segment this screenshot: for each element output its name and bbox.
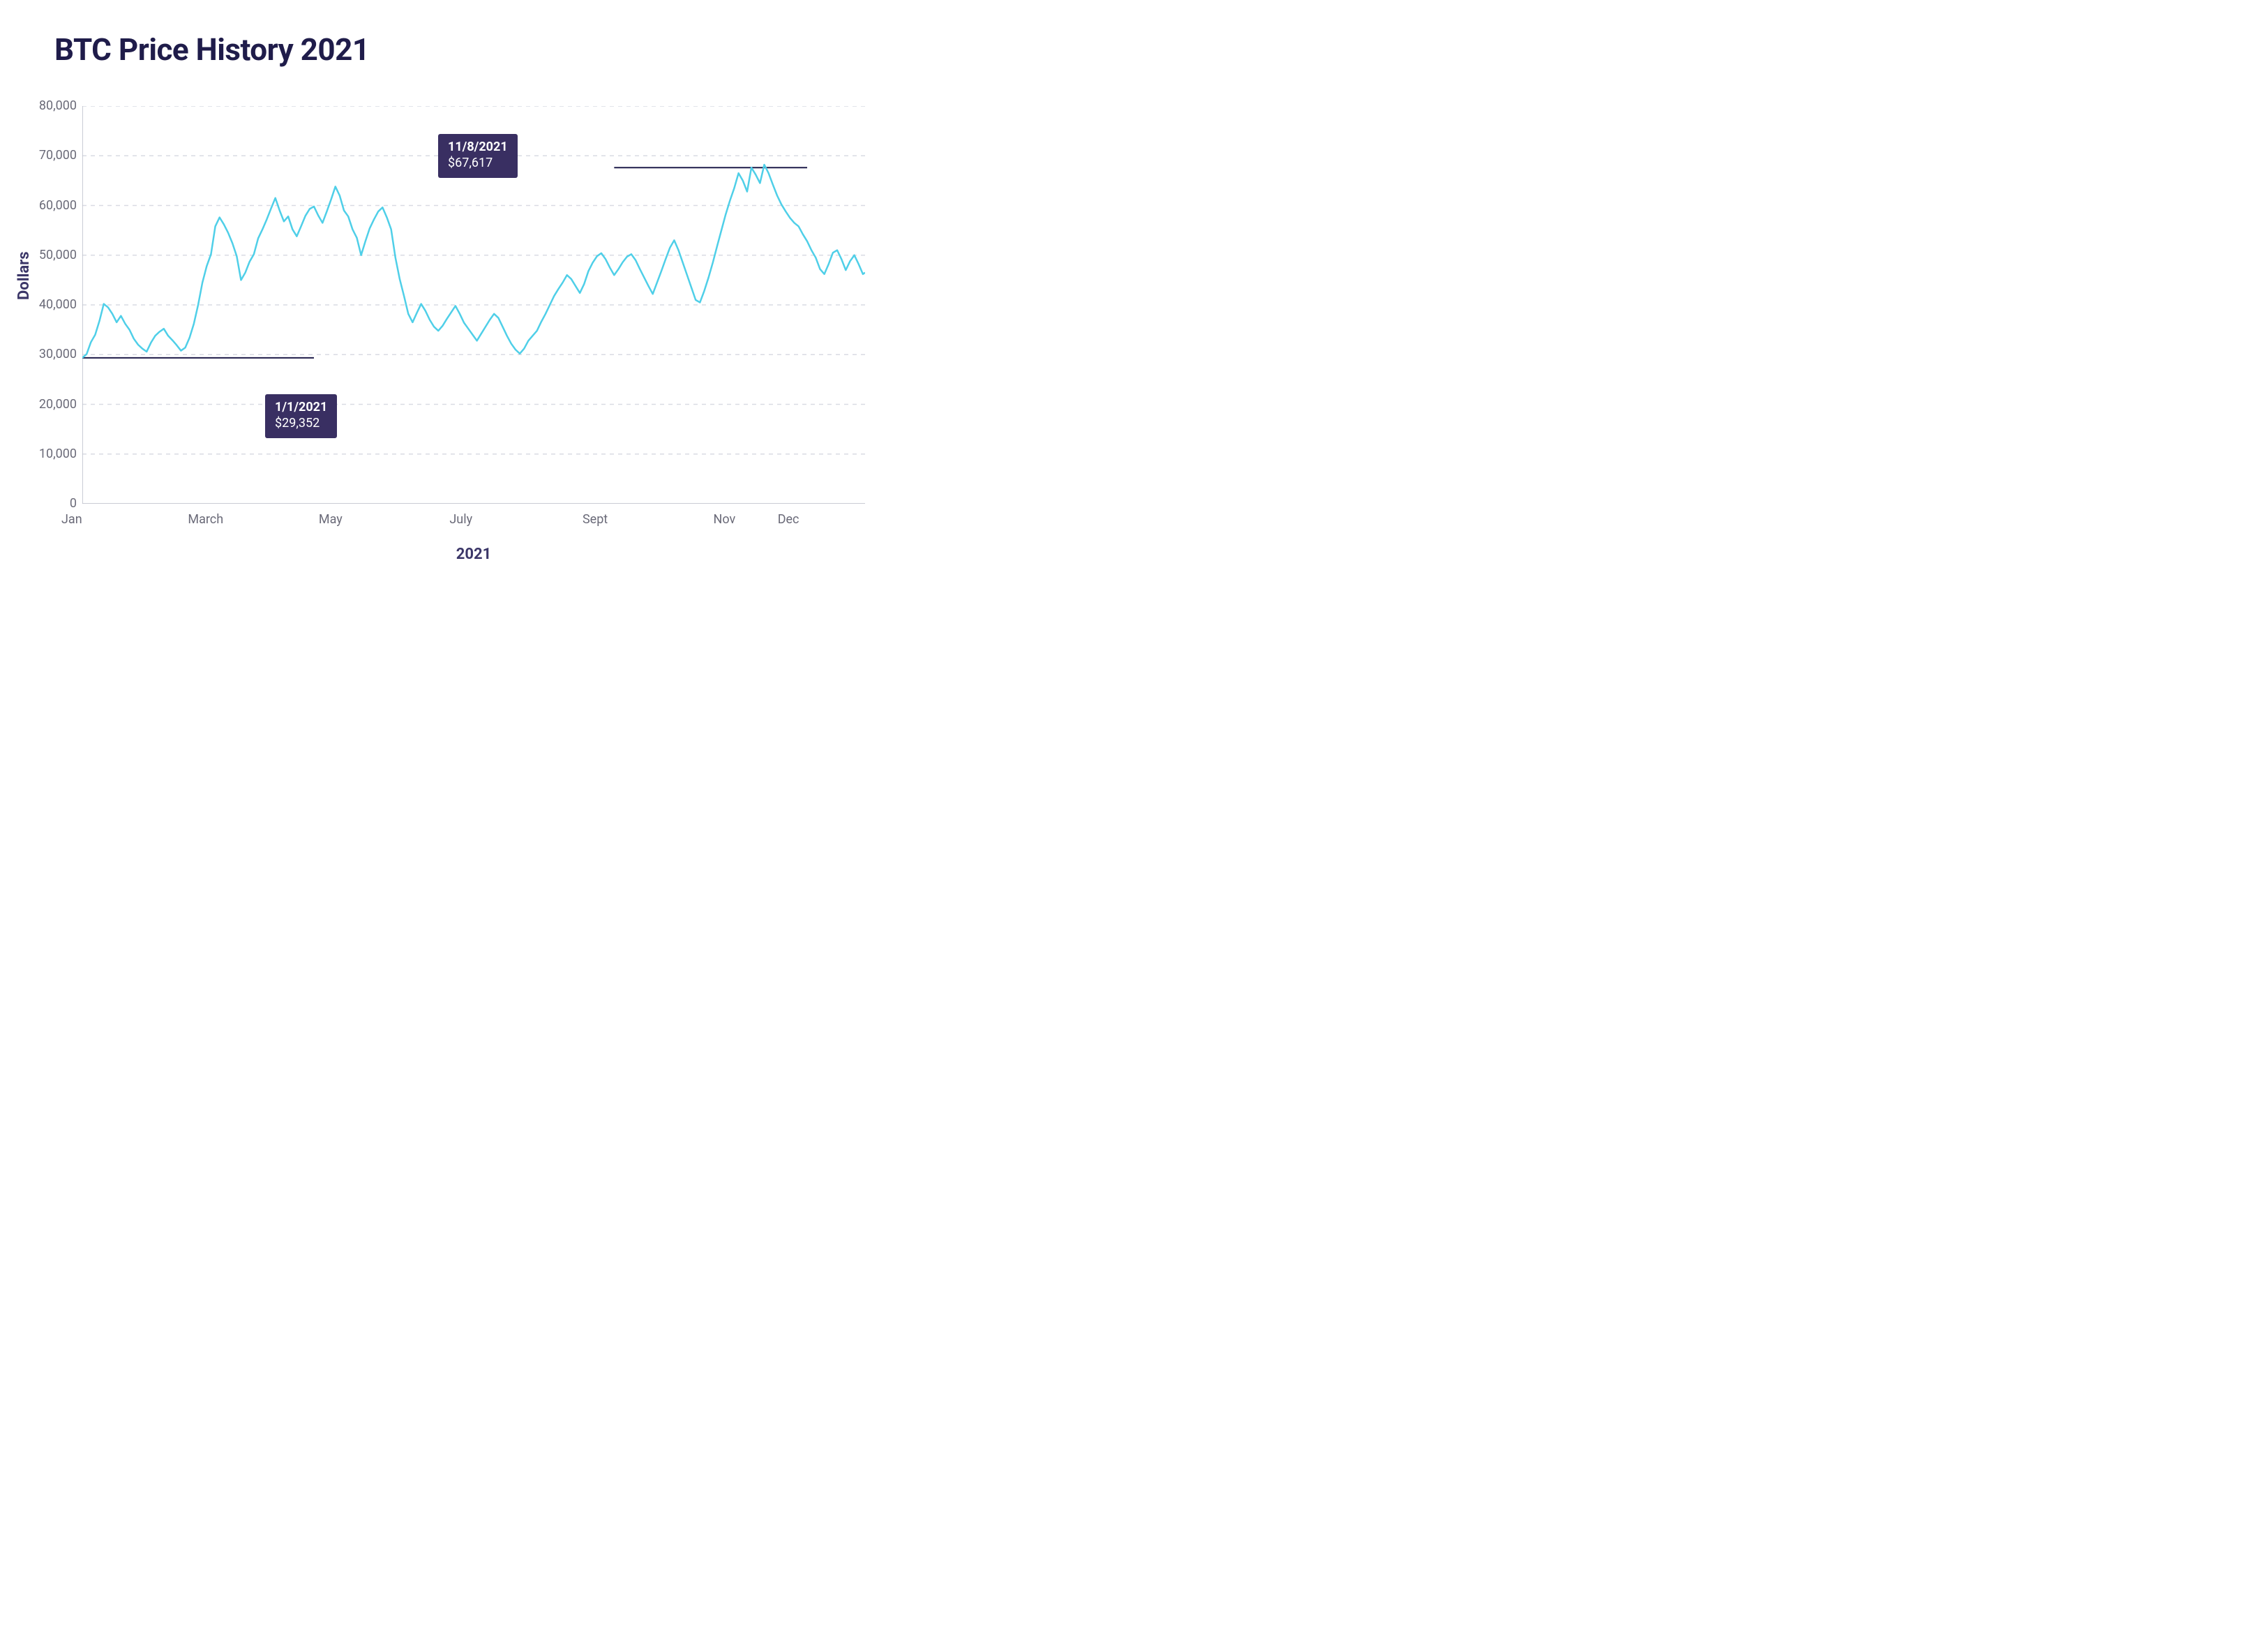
price-callout: 11/8/2021$67,617 [438, 134, 518, 178]
x-tick-label: March [188, 512, 230, 527]
x-tick-label: Nov [713, 512, 755, 527]
callout-date: 11/8/2021 [448, 140, 508, 156]
x-tick-label: Jan [61, 512, 103, 527]
chart-page: BTC Price History 2021 Dollars 2021 010,… [0, 0, 893, 649]
chart-title: BTC Price History 2021 [54, 31, 370, 68]
y-tick-label: 0 [28, 496, 77, 511]
callout-date: 1/1/2021 [275, 400, 327, 416]
y-tick-label: 30,000 [28, 347, 77, 361]
y-tick-label: 50,000 [28, 248, 77, 262]
y-tick-label: 80,000 [28, 98, 77, 113]
x-tick-label: Dec [778, 512, 820, 527]
x-axis-label: 2021 [453, 546, 495, 563]
y-tick-label: 10,000 [28, 447, 77, 461]
y-tick-label: 20,000 [28, 397, 77, 412]
x-tick-label: Sept [583, 512, 624, 527]
y-tick-label: 60,000 [28, 198, 77, 213]
callout-value: $67,617 [448, 156, 508, 172]
y-tick-label: 70,000 [28, 148, 77, 163]
x-tick-label: May [319, 512, 361, 527]
callout-value: $29,352 [275, 416, 327, 432]
price-callout: 1/1/2021$29,352 [265, 394, 337, 438]
x-tick-label: July [449, 512, 491, 527]
y-tick-label: 40,000 [28, 297, 77, 312]
